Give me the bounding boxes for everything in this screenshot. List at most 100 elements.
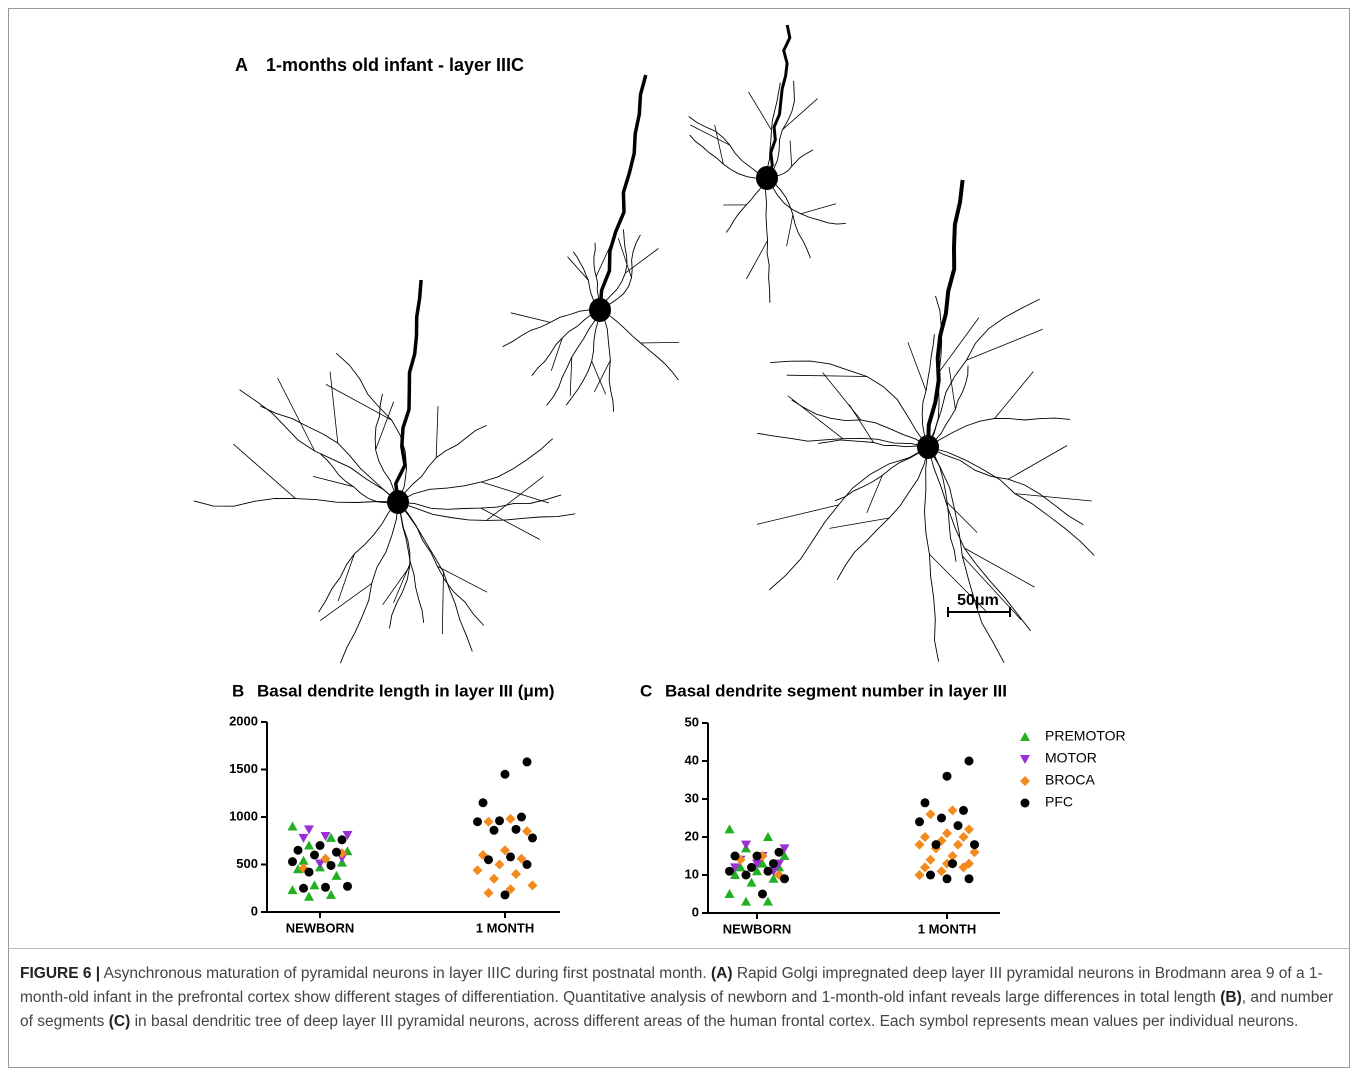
data-point bbox=[925, 854, 936, 865]
basal-dendrite bbox=[782, 98, 818, 131]
basal-dendrite bbox=[591, 361, 607, 395]
basal-dendrite bbox=[567, 256, 589, 281]
data-point bbox=[343, 881, 352, 891]
caption-text: FIGURE 6 | bbox=[20, 965, 101, 982]
apical-dendrite bbox=[394, 279, 423, 503]
data-point bbox=[500, 890, 510, 900]
data-point bbox=[472, 865, 483, 876]
data-point bbox=[522, 860, 532, 869]
data-point bbox=[970, 840, 979, 850]
basal-dendrite bbox=[389, 501, 411, 629]
x-tick-label: 1 MONTH bbox=[918, 921, 977, 936]
data-point bbox=[489, 873, 499, 884]
data-point bbox=[735, 862, 746, 872]
data-point bbox=[741, 870, 751, 880]
data-point bbox=[948, 859, 957, 869]
basal-dendrite bbox=[339, 501, 399, 664]
data-point bbox=[483, 888, 494, 898]
basal-dendrite bbox=[818, 439, 929, 448]
legend-label: BROCA bbox=[1045, 772, 1095, 788]
scale-bar-label: 50μm bbox=[957, 592, 999, 609]
data-point bbox=[746, 877, 757, 887]
basal-dendrite bbox=[907, 342, 927, 391]
y-tick-label: 20 bbox=[685, 828, 699, 843]
data-point bbox=[337, 835, 347, 845]
data-point bbox=[505, 813, 516, 824]
soma bbox=[756, 166, 778, 190]
legend-marker bbox=[1020, 732, 1030, 741]
data-point bbox=[964, 874, 974, 884]
data-point bbox=[293, 845, 303, 855]
data-point bbox=[342, 831, 353, 841]
data-point bbox=[489, 825, 499, 835]
basal-dendrite bbox=[766, 82, 781, 179]
data-point bbox=[953, 839, 963, 850]
basal-dendrite bbox=[397, 501, 473, 652]
basal-dendrite bbox=[770, 360, 929, 448]
data-point bbox=[326, 889, 336, 899]
data-point bbox=[495, 816, 504, 826]
data-point bbox=[914, 839, 925, 850]
basal-dendrite bbox=[964, 547, 1035, 588]
basal-dendrite bbox=[927, 298, 1040, 448]
basal-dendrite bbox=[836, 446, 929, 581]
data-point bbox=[725, 866, 734, 876]
caption-text: (B) bbox=[1220, 989, 1242, 1006]
basal-dendrite bbox=[946, 502, 978, 533]
basal-dendrite bbox=[1008, 445, 1068, 480]
basal-dendrite bbox=[929, 554, 987, 612]
basal-dendrite bbox=[625, 248, 659, 274]
data-point bbox=[752, 866, 762, 876]
basal-dendrite bbox=[233, 443, 296, 499]
panel-label: C bbox=[640, 681, 652, 700]
basal-dendrite bbox=[927, 446, 1005, 664]
data-point bbox=[331, 870, 342, 880]
data-point bbox=[942, 771, 952, 781]
basal-dendrite bbox=[927, 417, 1071, 448]
caption-text: Rapid Golgi impregnated deep layer III p… bbox=[20, 965, 1323, 1006]
data-point bbox=[337, 853, 347, 863]
data-point bbox=[517, 812, 526, 822]
basal-dendrite bbox=[757, 504, 839, 525]
basal-dendrite bbox=[441, 572, 444, 635]
data-point bbox=[310, 850, 319, 860]
basal-dendrite bbox=[397, 501, 425, 623]
data-point bbox=[780, 874, 789, 884]
data-point bbox=[763, 832, 773, 841]
panel-label: B bbox=[232, 681, 244, 700]
data-point bbox=[947, 805, 958, 816]
data-point bbox=[914, 870, 925, 880]
data-point bbox=[747, 862, 756, 872]
basal-dendrite bbox=[927, 446, 1031, 632]
x-tick-label: NEWBORN bbox=[723, 921, 792, 936]
basal-dendrite bbox=[966, 328, 1043, 361]
data-point bbox=[483, 816, 494, 827]
data-point bbox=[730, 870, 740, 879]
basal-dendrite bbox=[690, 124, 731, 146]
data-point bbox=[752, 851, 762, 861]
data-point bbox=[320, 832, 331, 841]
basal-dendrite bbox=[277, 377, 316, 452]
legend-marker bbox=[1020, 755, 1030, 764]
y-tick-label: 50 bbox=[685, 714, 699, 729]
data-point bbox=[942, 874, 952, 884]
caption: FIGURE 6 | Asynchronous maturation of py… bbox=[20, 962, 1345, 1034]
data-point bbox=[915, 817, 924, 827]
data-point bbox=[528, 833, 537, 843]
basal-dendrite bbox=[746, 240, 768, 280]
data-point bbox=[298, 855, 309, 865]
basal-dendrite bbox=[927, 446, 957, 562]
data-point bbox=[332, 847, 341, 857]
data-point bbox=[304, 891, 314, 901]
basal-dendrite bbox=[480, 507, 540, 540]
data-point bbox=[779, 844, 790, 854]
data-point bbox=[730, 851, 740, 861]
y-tick-label: 40 bbox=[685, 752, 699, 767]
data-point bbox=[321, 882, 330, 892]
data-point bbox=[920, 862, 930, 873]
basal-dendrite bbox=[435, 406, 439, 458]
basal-dendrite bbox=[320, 453, 399, 504]
basal-dendrite bbox=[397, 424, 487, 503]
data-point bbox=[288, 857, 297, 867]
basal-dendrite bbox=[791, 399, 929, 448]
